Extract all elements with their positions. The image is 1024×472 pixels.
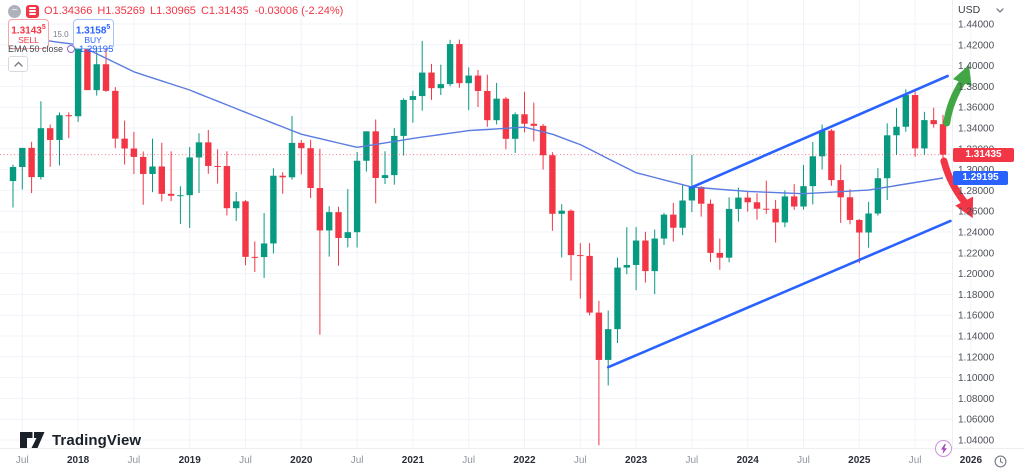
price-tick-label: 1.40000 <box>958 61 995 72</box>
clock-icon <box>994 455 1007 468</box>
ohlc-values: O1.34366 H1.35269 L1.30965 C1.31435 -0.0… <box>44 5 343 17</box>
buy-price: 1.3158 <box>75 25 107 37</box>
lower-channel <box>606 219 952 369</box>
change-value: -0.03006 (-2.24%) <box>254 5 344 17</box>
time-tick-label: Jul <box>16 455 29 466</box>
time-tick-label: 2021 <box>402 455 425 466</box>
timezone-button[interactable] <box>994 455 1007 468</box>
symbol-menu-icon[interactable] <box>26 4 39 18</box>
price-tick-label: 1.36000 <box>958 103 995 114</box>
currency-selector[interactable]: USD <box>958 4 1004 16</box>
price-tick-label: 1.16000 <box>958 311 995 322</box>
time-tick-label: Jul <box>574 455 587 466</box>
candles-layer[interactable] <box>9 26 947 446</box>
symbol-legend: − O1.34366 H1.35269 L1.30965 C1.31435 -0… <box>8 4 343 18</box>
lightning-icon <box>940 443 947 454</box>
time-tick-label: 2026 <box>960 455 983 466</box>
low-value: L1.30965 <box>150 5 196 17</box>
arrow-down-shaft <box>940 157 969 207</box>
price-tick-label: 1.04000 <box>958 436 995 447</box>
collapse-legend-icon[interactable]: − <box>8 4 21 18</box>
price-tick-label: 1.12000 <box>958 352 995 363</box>
arrow-down-head <box>955 196 974 219</box>
time-tick-label: 2022 <box>513 455 536 466</box>
time-tick-label: Jul <box>462 455 475 466</box>
price-tick-label: 1.30000 <box>958 165 995 176</box>
price-tick-label: 1.18000 <box>958 290 995 301</box>
time-tick-label: Jul <box>128 455 141 466</box>
tradingview-logo[interactable]: TradingView <box>20 431 141 449</box>
arrow-up-shaft <box>943 77 967 127</box>
time-tick-label: 2023 <box>625 455 648 466</box>
buy-button[interactable]: 1.31585 BUY <box>72 19 114 50</box>
tradingview-glyph-icon <box>20 432 45 448</box>
sell-label: SELL <box>18 35 39 46</box>
pane-collapse-button[interactable] <box>8 56 28 72</box>
time-tick-label: Jul <box>686 455 699 466</box>
time-tick-label: 2020 <box>290 455 313 466</box>
price-tick-label: 1.38000 <box>958 82 995 93</box>
upper-channel <box>688 74 949 190</box>
sell-button[interactable]: 1.31435 SELL <box>8 19 49 50</box>
time-tick-label: Jul <box>239 455 252 466</box>
buy-label: BUY <box>84 35 102 46</box>
time-tick-label: Jul <box>909 455 922 466</box>
trade-panel: 1.31435 SELL 15.0 1.31585 BUY <box>8 19 114 50</box>
chevron-up-icon <box>13 61 23 67</box>
arrow-up-head <box>952 64 972 87</box>
time-axis[interactable]: Jul 2018 Jul 2019 Jul 2020 Jul 2021 Jul 2022 Jul 20… <box>16 455 983 466</box>
price-tick-label: 1.06000 <box>958 415 995 426</box>
high-value: H1.35269 <box>97 5 146 17</box>
ema-line[interactable] <box>12 35 944 195</box>
time-tick-label: 2024 <box>737 455 760 466</box>
sell-price-sup: 5 <box>41 24 46 31</box>
indicator-name: EMA 50 close <box>8 44 64 54</box>
ema-price-badge: 1.29195 <box>953 171 1008 185</box>
time-tick-label: Jul <box>351 455 364 466</box>
trend-channel-lines[interactable] <box>606 74 952 369</box>
price-tick-label: 1.26000 <box>958 207 995 218</box>
last-price-badge: 1.31435 <box>953 148 1014 162</box>
currency-label: USD <box>958 4 981 16</box>
indicator-status-icon <box>67 45 76 53</box>
time-tick-label: 2018 <box>67 455 90 466</box>
brand-name: TradingView <box>52 431 142 449</box>
price-tick-label: 1.14000 <box>958 332 995 343</box>
chevron-down-icon <box>996 7 1004 13</box>
boost-icon[interactable] <box>935 440 952 457</box>
indicator-value: 1.29195 <box>79 43 114 55</box>
grid-lines <box>0 0 1024 449</box>
indicator-legend[interactable]: EMA 50 close 1.29195 <box>8 43 114 55</box>
price-tick-label: 1.10000 <box>958 373 995 384</box>
spread-value: 15.0 <box>53 29 69 39</box>
time-tick-label: 2019 <box>179 455 202 466</box>
open-value: O1.34366 <box>44 5 93 17</box>
time-tick-label: 2025 <box>848 455 871 466</box>
price-tick-label: 1.20000 <box>958 269 995 280</box>
price-tick-label: 1.24000 <box>958 228 995 239</box>
price-axis[interactable]: 1.44000 1.42000 1.40000 1.38000 1.36000 1.340… <box>958 20 995 447</box>
price-tick-label: 1.44000 <box>958 20 995 31</box>
price-tick-label: 1.08000 <box>958 394 995 405</box>
price-tick-label: 1.28000 <box>958 186 995 197</box>
time-tick-label: Jul <box>797 455 810 466</box>
price-tick-label: 1.42000 <box>958 40 995 51</box>
price-tick-label: 1.34000 <box>958 124 995 135</box>
forecast-arrows[interactable] <box>940 64 974 219</box>
buy-price-sup: 5 <box>106 24 111 31</box>
price-tick-label: 1.22000 <box>958 248 995 259</box>
close-value: C1.31435 <box>200 5 249 17</box>
sell-price: 1.3143 <box>11 25 42 37</box>
